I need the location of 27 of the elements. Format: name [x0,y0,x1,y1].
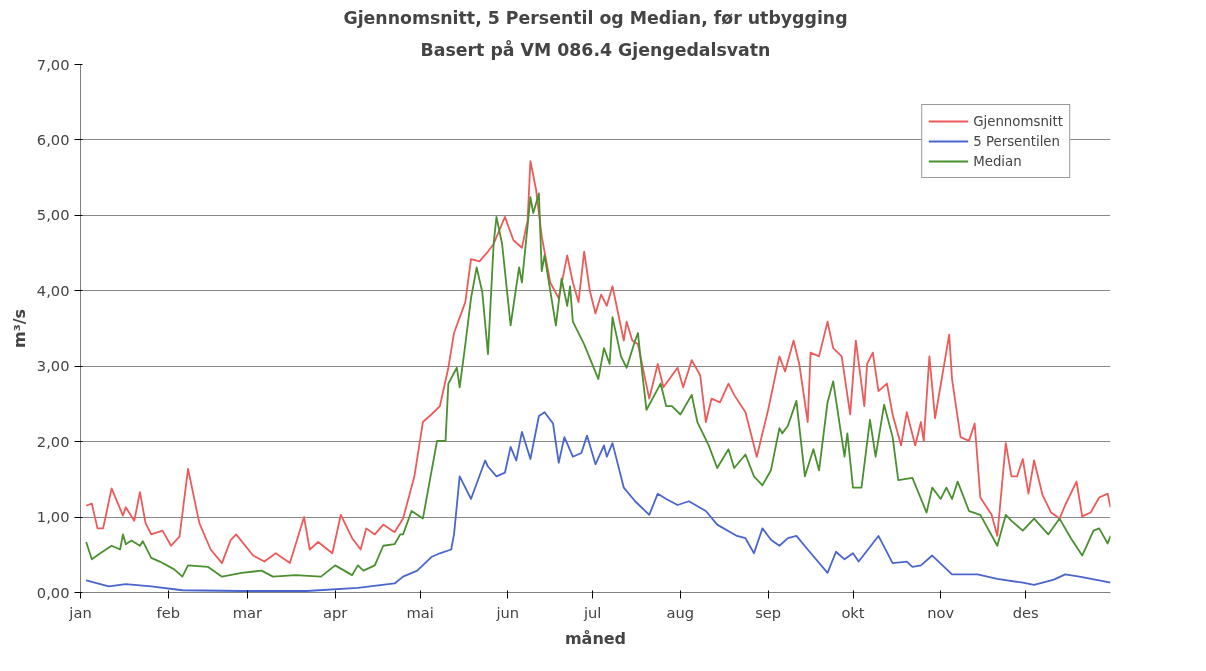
y-axis-title: m³/s [9,308,29,349]
x-tick-label: nov [927,603,955,621]
chart-subtitle: Basert på VM 086.4 Gjengedalsvatn [420,38,771,60]
y-tick-label: 4,00 [36,281,70,299]
legend-label: 5 Persentilen [973,133,1061,149]
x-tick-label: jan [68,603,92,621]
x-tick-label: mar [232,603,264,621]
y-tick-label: 6,00 [36,130,70,148]
y-tick-label: 1,00 [36,508,70,526]
x-tick-label: okt [841,603,865,621]
x-tick-label: jun [495,603,520,621]
legend-label: Median [973,153,1022,169]
y-tick-label: 5,00 [36,206,70,224]
x-tick-label: aug [666,603,695,621]
x-tick-label: apr [323,603,349,621]
y-tick-label: 7,00 [36,55,70,73]
x-tick-label: jul [582,603,602,621]
chart-title: Gjennomsnitt, 5 Persentil og Median, før utbygging [343,7,848,28]
x-tick-label: mai [406,603,434,621]
y-tick-label: 3,00 [36,357,70,375]
x-tick-label: des [1012,603,1039,621]
y-tick-label: 2,00 [36,432,70,450]
x-tick-label: sep [755,603,782,621]
x-tick-label: feb [156,603,180,621]
y-tick-label: 0,00 [36,583,70,601]
legend-label: Gjennomsnitt [973,113,1063,129]
x-axis-title: måned [564,628,627,648]
